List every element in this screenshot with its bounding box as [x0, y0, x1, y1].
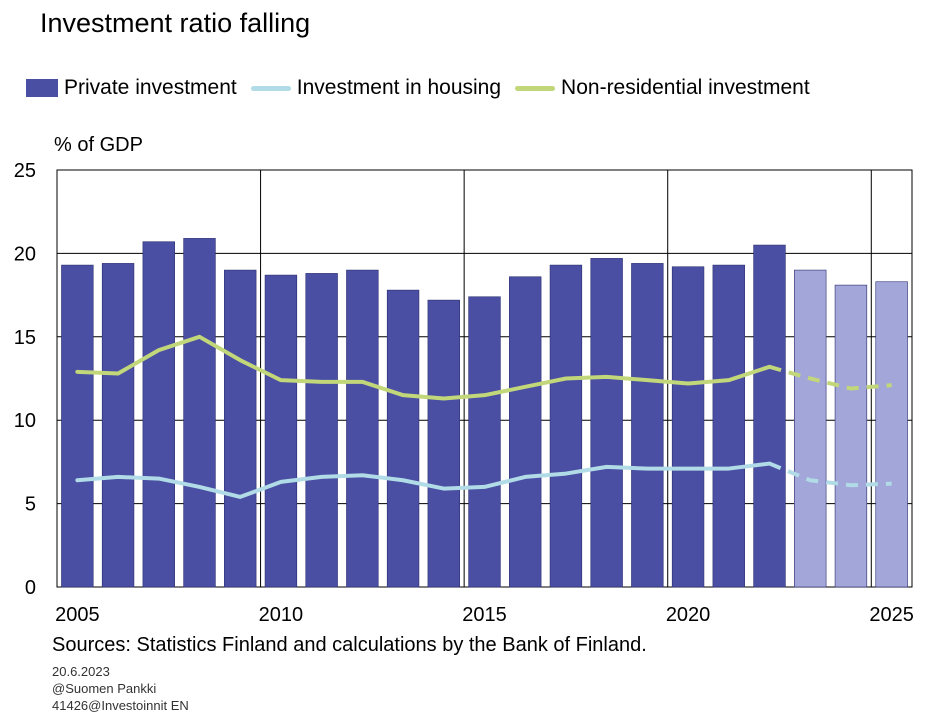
date-stamp: 20.6.2023 [52, 664, 110, 679]
y-axis-unit-label: % of GDP [54, 134, 143, 156]
y-tick-label: 20 [14, 243, 36, 265]
bar [875, 281, 908, 588]
bar [346, 269, 379, 588]
legend: Private investment Investment in housing… [26, 76, 824, 100]
bar [468, 296, 501, 588]
bar [509, 276, 542, 588]
x-tick-label: 2015 [462, 604, 507, 626]
series-line [75, 461, 772, 499]
bar [753, 244, 786, 588]
series-line-forecast [768, 461, 892, 488]
legend-item-investment-in-housing: Investment in housing [250, 76, 502, 100]
x-tick-label: 2025 [869, 604, 914, 626]
bar [386, 289, 420, 588]
bar [427, 299, 460, 588]
bar [590, 258, 623, 588]
bar [631, 263, 664, 588]
y-tick-label: 0 [25, 577, 36, 599]
x-tick-label: 2020 [666, 604, 711, 626]
bar [671, 266, 705, 588]
legend-swatch-line [250, 85, 291, 91]
y-tick-label: 25 [14, 160, 36, 182]
legend-item-non-residential-investment: Non-residential investment [515, 76, 810, 100]
x-tick-label: 2010 [259, 604, 304, 626]
series-line-forecast [768, 364, 892, 391]
bar [61, 264, 94, 588]
bar [549, 264, 583, 588]
bar [264, 274, 298, 588]
legend-swatch-line [515, 85, 556, 91]
bar [142, 241, 175, 588]
bar [224, 269, 257, 588]
legend-label: Private investment [64, 76, 237, 99]
y-tick-label: 5 [25, 494, 36, 516]
series-line [75, 334, 772, 401]
bar [305, 273, 338, 588]
legend-item-private-investment: Private investment [26, 76, 237, 100]
bar [183, 238, 216, 588]
bar [834, 284, 868, 588]
y-tick-label: 15 [14, 327, 36, 349]
legend-label: Non-residential investment [561, 76, 810, 99]
legend-label: Investment in housing [296, 76, 502, 99]
bar [101, 263, 135, 588]
publisher-stamp: @Suomen Pankki [52, 681, 157, 696]
chart-title: Investment ratio falling [40, 8, 311, 38]
chart-code: 41426@Investoinnit EN [52, 698, 189, 713]
legend-swatch-bar [26, 79, 58, 97]
y-tick-label: 10 [14, 410, 36, 432]
x-tick-label: 2005 [55, 604, 100, 626]
bar [794, 269, 827, 588]
bar [712, 264, 745, 588]
sources-note: Sources: Statistics Finland and calculat… [52, 634, 647, 656]
